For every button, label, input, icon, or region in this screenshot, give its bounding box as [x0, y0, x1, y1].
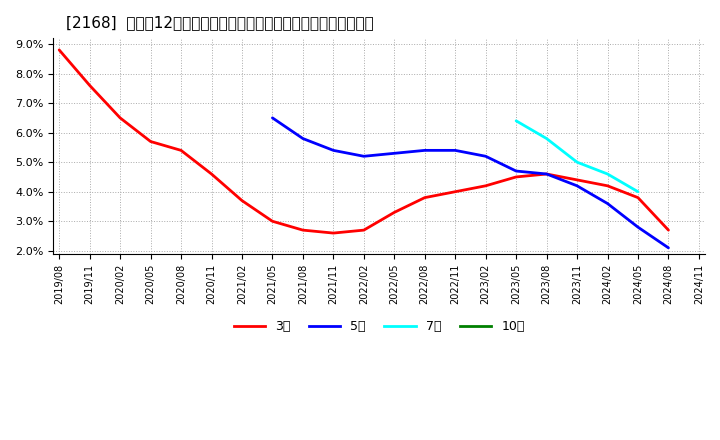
Text: [2168]  売上高12か月移動合計の対前年同期増減率の平均値の推移: [2168] 売上高12か月移動合計の対前年同期増減率の平均値の推移 — [66, 15, 374, 30]
Legend: 3年, 5年, 7年, 10年: 3年, 5年, 7年, 10年 — [228, 315, 529, 338]
